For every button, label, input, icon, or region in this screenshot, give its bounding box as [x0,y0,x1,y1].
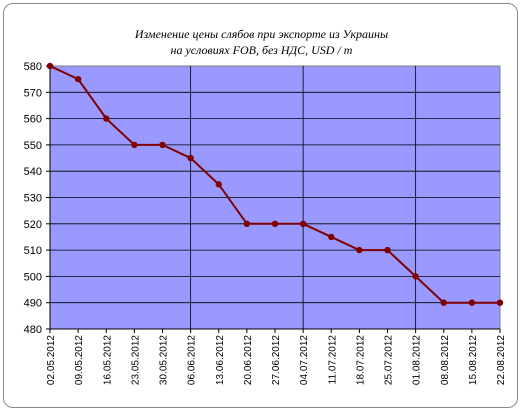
y-tick-label: 510 [24,245,42,257]
x-tick-label: 06.06.2012 [187,335,198,385]
y-tick-label: 520 [24,219,42,231]
y-tick-label: 490 [24,298,42,310]
data-point [496,299,504,306]
x-tick-label: 18.07.2012 [355,335,366,385]
x-tick-label: 11.07.2012 [327,335,338,385]
x-tick-label: 25.07.2012 [384,335,395,385]
data-point [468,299,476,306]
y-tick-label: 500 [24,271,42,283]
x-tick-label: 01.08.2012 [412,335,423,385]
chart-title: Изменение цены слябов при экспорте из Ук… [134,27,389,41]
x-tick-label: 09.05.2012 [74,335,85,385]
x-axis-ticks: 02.05.2012 09.05.2012 16.05.2012 23.05.2012… [46,329,507,385]
data-point [440,299,447,306]
data-point [299,220,307,227]
y-tick-label: 560 [24,114,42,126]
y-tick-label: 550 [24,140,42,152]
y-tick-label: 580 [24,61,42,73]
data-point [243,220,251,227]
data-point [74,75,82,83]
x-tick-label: 23.05.2012 [130,335,141,385]
x-tick-label: 27.06.2012 [271,335,282,385]
y-tick-label: 570 [24,87,42,99]
data-point [271,220,279,227]
x-tick-label: 15.08.2012 [468,335,479,385]
data-point [187,154,194,162]
data-point [103,115,110,122]
x-tick-label: 08.08.2012 [440,335,451,385]
y-tick-label: 530 [24,193,42,205]
x-tick-label: 02.05.2012 [46,335,57,385]
x-tick-label: 20.06.2012 [243,335,254,385]
data-point [46,62,54,70]
y-tick-label: 480 [24,324,42,336]
x-tick-label: 22.08.2012 [496,335,507,385]
data-point [159,141,166,149]
data-point [131,141,138,149]
chart-subtitle: на условиях FOB, без НДС, USD / т [170,43,353,57]
x-tick-label: 16.05.2012 [102,335,113,385]
data-point [384,246,391,254]
data-point [215,181,222,188]
x-tick-label: 04.07.2012 [299,335,310,385]
data-point [356,246,363,254]
y-tick-label: 540 [24,166,42,178]
y-axis-ticks: 480 490 500 510 520 530 540 550 560 570 580 [24,61,50,336]
data-point [412,273,419,280]
x-tick-label: 13.06.2012 [215,335,226,385]
series-points [46,62,504,306]
x-tick-label: 30.05.2012 [159,335,170,385]
data-point [328,233,335,241]
